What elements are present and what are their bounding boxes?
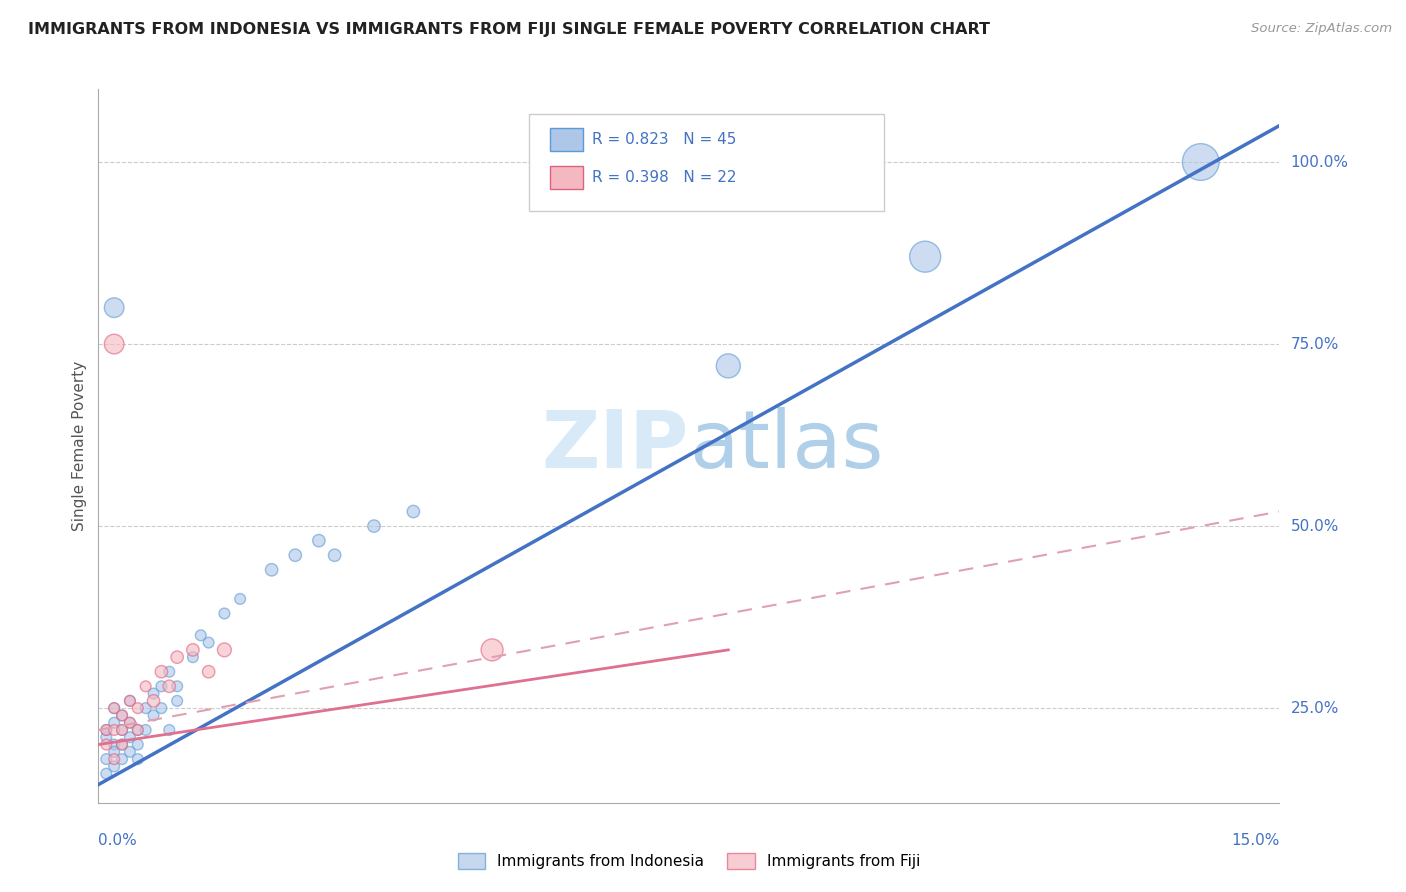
Point	[111, 723, 134, 737]
Point	[717, 359, 740, 373]
Point	[181, 650, 204, 665]
Text: ZIP: ZIP	[541, 407, 689, 485]
Point	[142, 687, 165, 701]
Point	[118, 731, 141, 745]
Point	[127, 723, 149, 737]
Point	[118, 715, 141, 730]
Point	[284, 548, 307, 562]
Point	[142, 708, 165, 723]
Point	[157, 723, 180, 737]
Point	[308, 533, 330, 548]
Point	[111, 752, 134, 766]
Point	[166, 679, 188, 693]
Text: 75.0%: 75.0%	[1291, 336, 1339, 351]
Point	[214, 607, 236, 621]
Point	[181, 643, 204, 657]
Point	[103, 723, 125, 737]
Point	[96, 731, 118, 745]
Point	[111, 738, 134, 752]
Text: Source: ZipAtlas.com: Source: ZipAtlas.com	[1251, 22, 1392, 36]
Legend: Immigrants from Indonesia, Immigrants from Fiji: Immigrants from Indonesia, Immigrants fr…	[451, 847, 927, 875]
Point	[103, 701, 125, 715]
Point	[260, 563, 283, 577]
Point	[1189, 155, 1212, 169]
Y-axis label: Single Female Poverty: Single Female Poverty	[72, 361, 87, 531]
Point	[166, 650, 188, 665]
Point	[214, 643, 236, 657]
Text: 50.0%: 50.0%	[1291, 518, 1339, 533]
Point	[197, 665, 219, 679]
Point	[150, 679, 173, 693]
Point	[127, 752, 149, 766]
Text: 15.0%: 15.0%	[1232, 833, 1279, 848]
Point	[103, 301, 125, 315]
Point	[118, 694, 141, 708]
Point	[323, 548, 346, 562]
Text: R = 0.398   N = 22: R = 0.398 N = 22	[592, 170, 737, 186]
Point	[111, 708, 134, 723]
Point	[103, 701, 125, 715]
Point	[135, 679, 157, 693]
Point	[135, 723, 157, 737]
Point	[229, 591, 252, 606]
Point	[402, 504, 425, 518]
Point	[103, 745, 125, 759]
Point	[150, 701, 173, 715]
Point	[103, 715, 125, 730]
Point	[103, 337, 125, 351]
Point	[481, 643, 503, 657]
Point	[363, 519, 385, 533]
Point	[127, 723, 149, 737]
Point	[157, 679, 180, 693]
Text: 25.0%: 25.0%	[1291, 700, 1339, 715]
Point	[166, 694, 188, 708]
Text: atlas: atlas	[689, 407, 883, 485]
Point	[197, 635, 219, 649]
Point	[103, 738, 125, 752]
Point	[111, 738, 134, 752]
Text: 0.0%: 0.0%	[98, 833, 138, 848]
Point	[96, 738, 118, 752]
Point	[150, 665, 173, 679]
Text: R = 0.823   N = 45: R = 0.823 N = 45	[592, 132, 737, 147]
Bar	[550, 128, 582, 152]
Point	[96, 766, 118, 780]
FancyBboxPatch shape	[530, 114, 884, 211]
Point	[157, 665, 180, 679]
Point	[127, 701, 149, 715]
Point	[111, 723, 134, 737]
Point	[190, 628, 212, 642]
Point	[96, 723, 118, 737]
Point	[96, 752, 118, 766]
Point	[103, 759, 125, 773]
Point	[914, 250, 936, 264]
Point	[142, 694, 165, 708]
Point	[103, 752, 125, 766]
Text: IMMIGRANTS FROM INDONESIA VS IMMIGRANTS FROM FIJI SINGLE FEMALE POVERTY CORRELAT: IMMIGRANTS FROM INDONESIA VS IMMIGRANTS …	[28, 22, 990, 37]
Point	[118, 694, 141, 708]
Point	[135, 701, 157, 715]
Point	[96, 723, 118, 737]
Text: 100.0%: 100.0%	[1291, 154, 1348, 169]
Point	[118, 745, 141, 759]
Point	[127, 738, 149, 752]
Point	[111, 708, 134, 723]
Point	[118, 715, 141, 730]
Bar	[550, 166, 582, 189]
